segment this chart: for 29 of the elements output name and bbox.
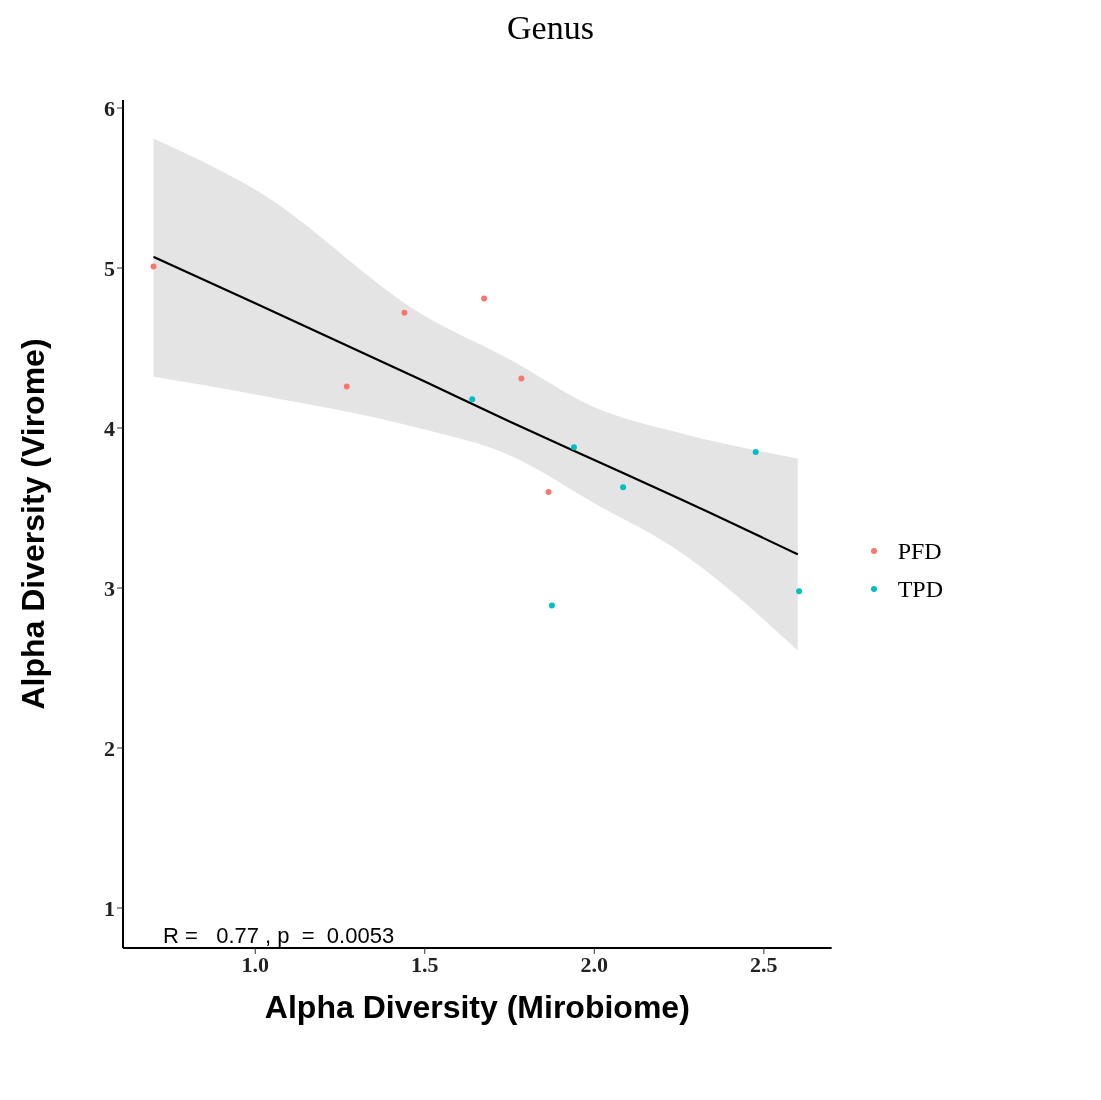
point xyxy=(548,602,555,609)
point xyxy=(481,295,488,302)
y-tick-label: 3 xyxy=(104,575,115,601)
point xyxy=(150,263,157,270)
x-axis-title: Alpha Diversity (Mirobiome) xyxy=(264,989,690,1025)
chart-title: Genus xyxy=(506,8,595,48)
y-axis-title: Alpha Diversity (Virome) xyxy=(15,338,52,710)
point xyxy=(469,396,476,403)
point xyxy=(620,484,627,491)
annotation: R = 0.77 , p = 0.0053 xyxy=(163,923,395,949)
point xyxy=(518,375,525,382)
legend-label: TPD xyxy=(897,575,943,603)
y-tick-label: 5 xyxy=(104,255,115,281)
point xyxy=(401,309,408,316)
x-tick-label: 1.0 xyxy=(241,951,269,977)
y-tick-label: 1 xyxy=(104,895,115,921)
point xyxy=(752,449,759,455)
point xyxy=(545,489,552,495)
point xyxy=(570,444,577,451)
point xyxy=(343,383,350,390)
y-tick-label: 6 xyxy=(104,95,115,121)
x-tick-label: 2.0 xyxy=(580,951,609,977)
point xyxy=(796,588,803,595)
line-series xyxy=(152,255,799,556)
legend-label: PFD xyxy=(897,537,942,565)
y-tick-label: 2 xyxy=(104,735,115,761)
y-tick-label: 4 xyxy=(104,415,115,441)
x-tick-label: 2.5 xyxy=(750,951,778,977)
x-tick-label: 1.5 xyxy=(411,951,439,977)
